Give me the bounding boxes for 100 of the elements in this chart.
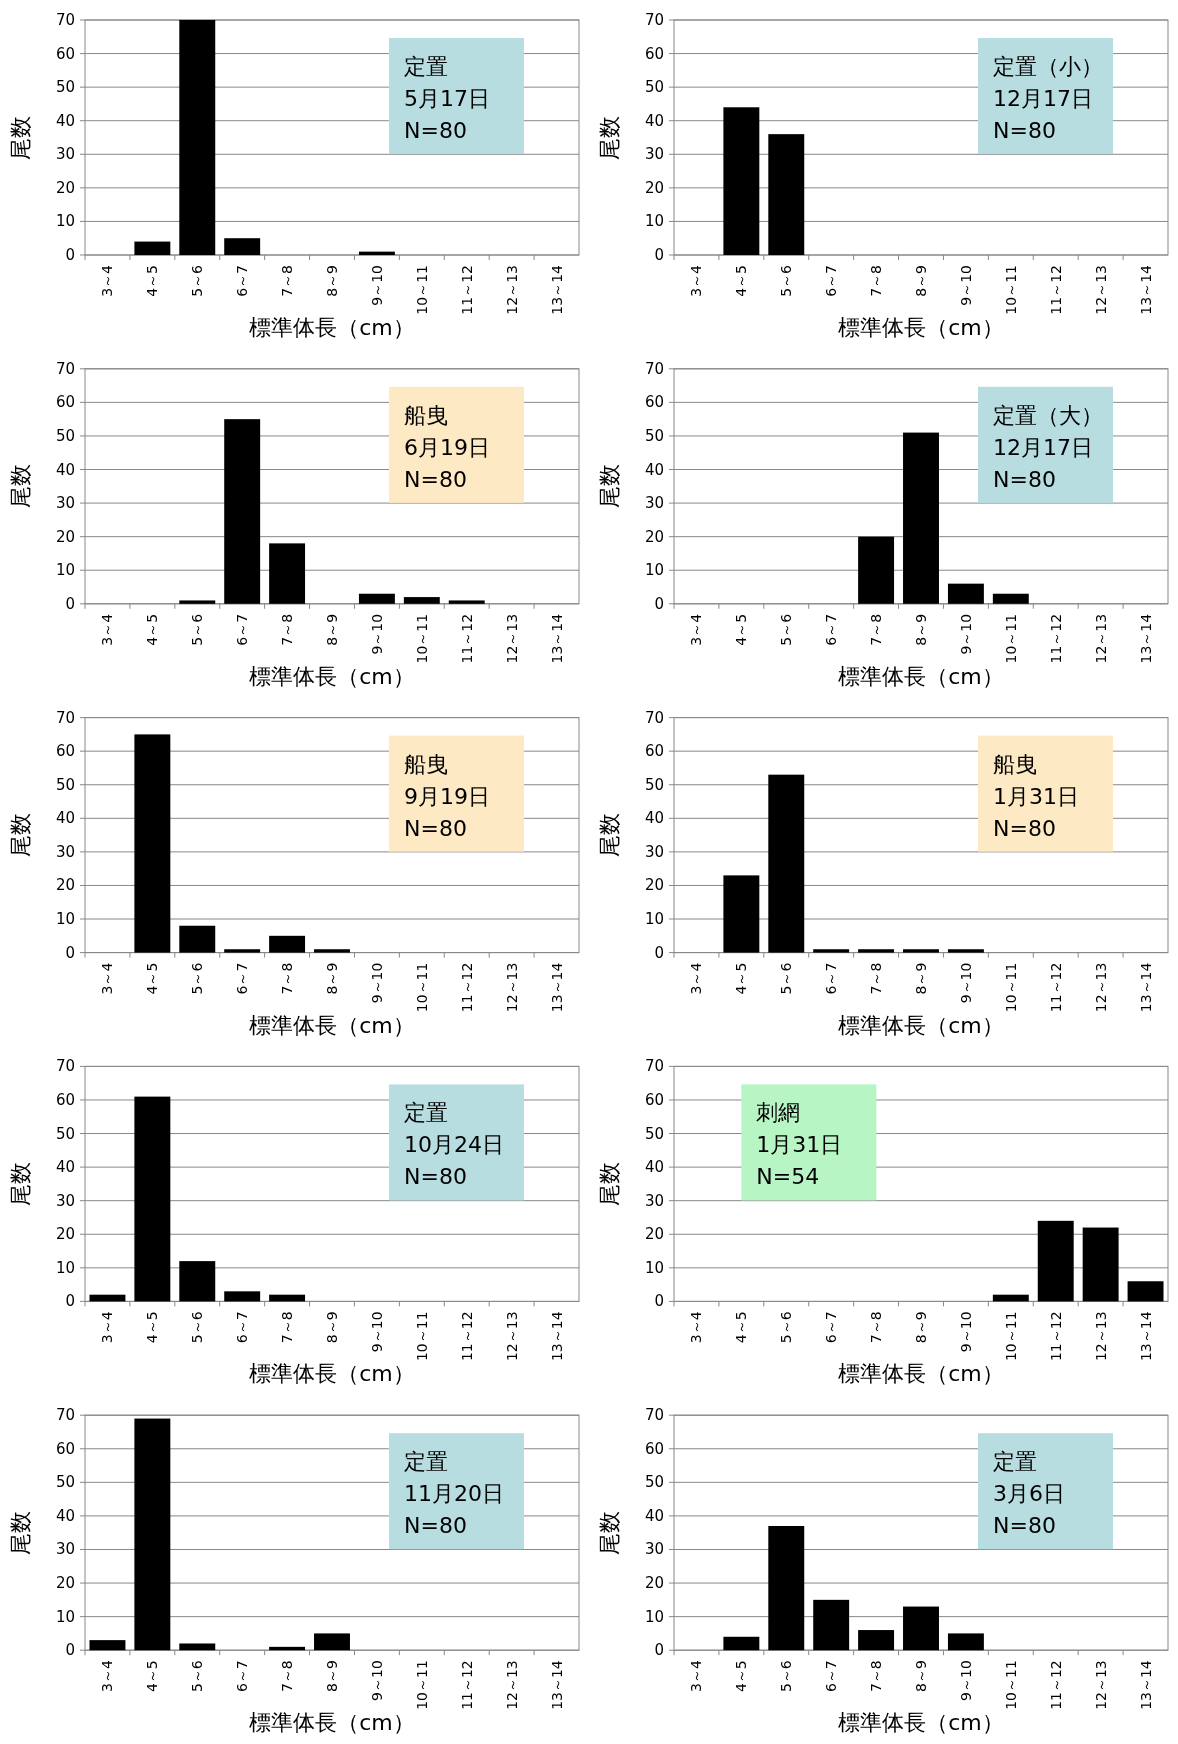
bar [89, 1294, 126, 1302]
y-tick-label: 30 [55, 1191, 75, 1210]
x-tick-label: 10～11 [1002, 265, 1019, 315]
y-tick-label: 20 [644, 1574, 664, 1593]
x-tick-label: 6～7 [823, 962, 840, 995]
y-tick-label: 50 [644, 1124, 664, 1143]
bar [179, 925, 216, 953]
bar [314, 949, 350, 953]
x-tick-label: 7～8 [279, 962, 296, 995]
x-axis-title: 標準体長（cm） [249, 315, 415, 340]
x-axis-title: 標準体長（cm） [838, 1710, 1004, 1736]
y-tick-label: 50 [55, 1473, 75, 1492]
x-tick-label: 9～10 [368, 962, 385, 1004]
bar [723, 875, 760, 953]
y-axis-title: 尾数 [597, 1161, 622, 1206]
y-tick-label: 70 [55, 11, 75, 29]
x-tick-label: 10～11 [413, 1660, 430, 1710]
y-tick-label: 70 [644, 1406, 664, 1425]
y-tick-label: 40 [644, 1158, 664, 1177]
y-tick-label: 0 [65, 594, 75, 613]
y-tick-label: 10 [644, 212, 664, 231]
bar [179, 1261, 216, 1302]
bar [269, 935, 306, 953]
annotation: 定置（小） [993, 54, 1103, 79]
y-tick-label: 20 [55, 1225, 75, 1244]
x-tick-label: 12～13 [1092, 1311, 1109, 1362]
x-tick-label: 6～7 [823, 1311, 840, 1344]
y-tick-label: 0 [65, 246, 75, 264]
annotation: N=80 [404, 118, 467, 143]
annotation: 1月31日 [993, 783, 1079, 809]
x-tick-label: 3～4 [688, 264, 705, 297]
y-tick-label: 40 [55, 1506, 75, 1525]
x-axis-title: 標準体長（cm） [249, 1012, 415, 1038]
x-tick-label: 13～14 [1137, 613, 1154, 664]
y-tick-label: 20 [55, 527, 75, 546]
y-tick-label: 50 [55, 775, 75, 794]
y-tick-label: 60 [644, 742, 664, 761]
x-tick-label: 3～4 [99, 962, 116, 995]
annotation: 3月6日 [993, 1481, 1065, 1507]
x-tick-label: 3～4 [688, 1311, 705, 1344]
bar [134, 1418, 171, 1651]
y-tick-label: 30 [644, 842, 664, 861]
y-tick-label: 50 [644, 426, 664, 445]
y-axis-title: 尾数 [8, 1161, 33, 1206]
annotation: N=80 [404, 815, 467, 841]
y-tick-label: 20 [644, 876, 664, 895]
y-tick-label: 10 [55, 1258, 75, 1277]
x-tick-label: 10～11 [1002, 1311, 1019, 1362]
x-tick-label: 9～10 [957, 1660, 974, 1701]
x-tick-label: 8～9 [324, 265, 340, 297]
annotation: 1月31日 [756, 1132, 843, 1158]
y-tick-label: 40 [55, 111, 75, 130]
x-tick-label: 8～9 [324, 613, 340, 646]
x-tick-label: 5～6 [778, 613, 795, 646]
bar [813, 949, 850, 953]
y-tick-label: 40 [55, 1158, 75, 1177]
y-tick-label: 40 [644, 111, 664, 130]
y-tick-label: 10 [55, 561, 75, 580]
x-tick-label: 9～10 [368, 1311, 385, 1353]
x-tick-label: 12～13 [1092, 613, 1109, 664]
bar [723, 1636, 760, 1651]
x-tick-label: 12～13 [503, 265, 520, 315]
annotation: 刺網 [756, 1100, 801, 1126]
x-tick-label: 12～13 [1092, 1660, 1109, 1710]
annotation: 定置 [993, 1449, 1037, 1475]
x-tick-label: 11～12 [1047, 265, 1064, 315]
x-tick-label: 6～7 [823, 613, 840, 646]
x-tick-label: 4～5 [144, 962, 161, 995]
y-tick-label: 10 [55, 910, 75, 929]
y-tick-label: 30 [55, 494, 75, 513]
y-tick-label: 60 [55, 393, 75, 412]
y-axis-title: 尾数 [8, 115, 33, 160]
y-tick-label: 60 [644, 44, 664, 63]
x-tick-label: 9～10 [368, 265, 385, 306]
y-tick-label: 70 [644, 359, 664, 378]
y-tick-label: 60 [55, 44, 75, 63]
x-tick-label: 5～6 [189, 962, 206, 995]
y-tick-label: 30 [55, 145, 75, 164]
y-axis-title: 尾数 [597, 464, 622, 509]
x-tick-label: 5～6 [189, 1660, 206, 1693]
bar [179, 1643, 216, 1651]
y-tick-label: 40 [55, 460, 75, 479]
y-tick-label: 70 [644, 708, 664, 727]
y-tick-label: 0 [654, 1292, 664, 1311]
annotation: 12月17日 [993, 434, 1093, 460]
bar [134, 734, 171, 953]
y-tick-label: 10 [644, 910, 664, 929]
x-tick-label: 6～7 [234, 613, 251, 646]
x-tick-label: 13～14 [548, 613, 565, 664]
x-tick-label: 5～6 [778, 962, 795, 995]
x-tick-label: 11～12 [458, 613, 475, 664]
annotation: 5月17日 [404, 86, 490, 111]
x-tick-label: 13～14 [548, 264, 565, 315]
x-axis-title: 標準体長（cm） [838, 1012, 1004, 1038]
x-tick-label: 10～11 [1002, 1660, 1019, 1710]
bar [1037, 1220, 1074, 1302]
bar [858, 1630, 895, 1651]
x-tick-label: 7～8 [868, 265, 885, 297]
x-tick-label: 8～9 [324, 962, 340, 995]
y-tick-label: 0 [65, 1641, 75, 1660]
